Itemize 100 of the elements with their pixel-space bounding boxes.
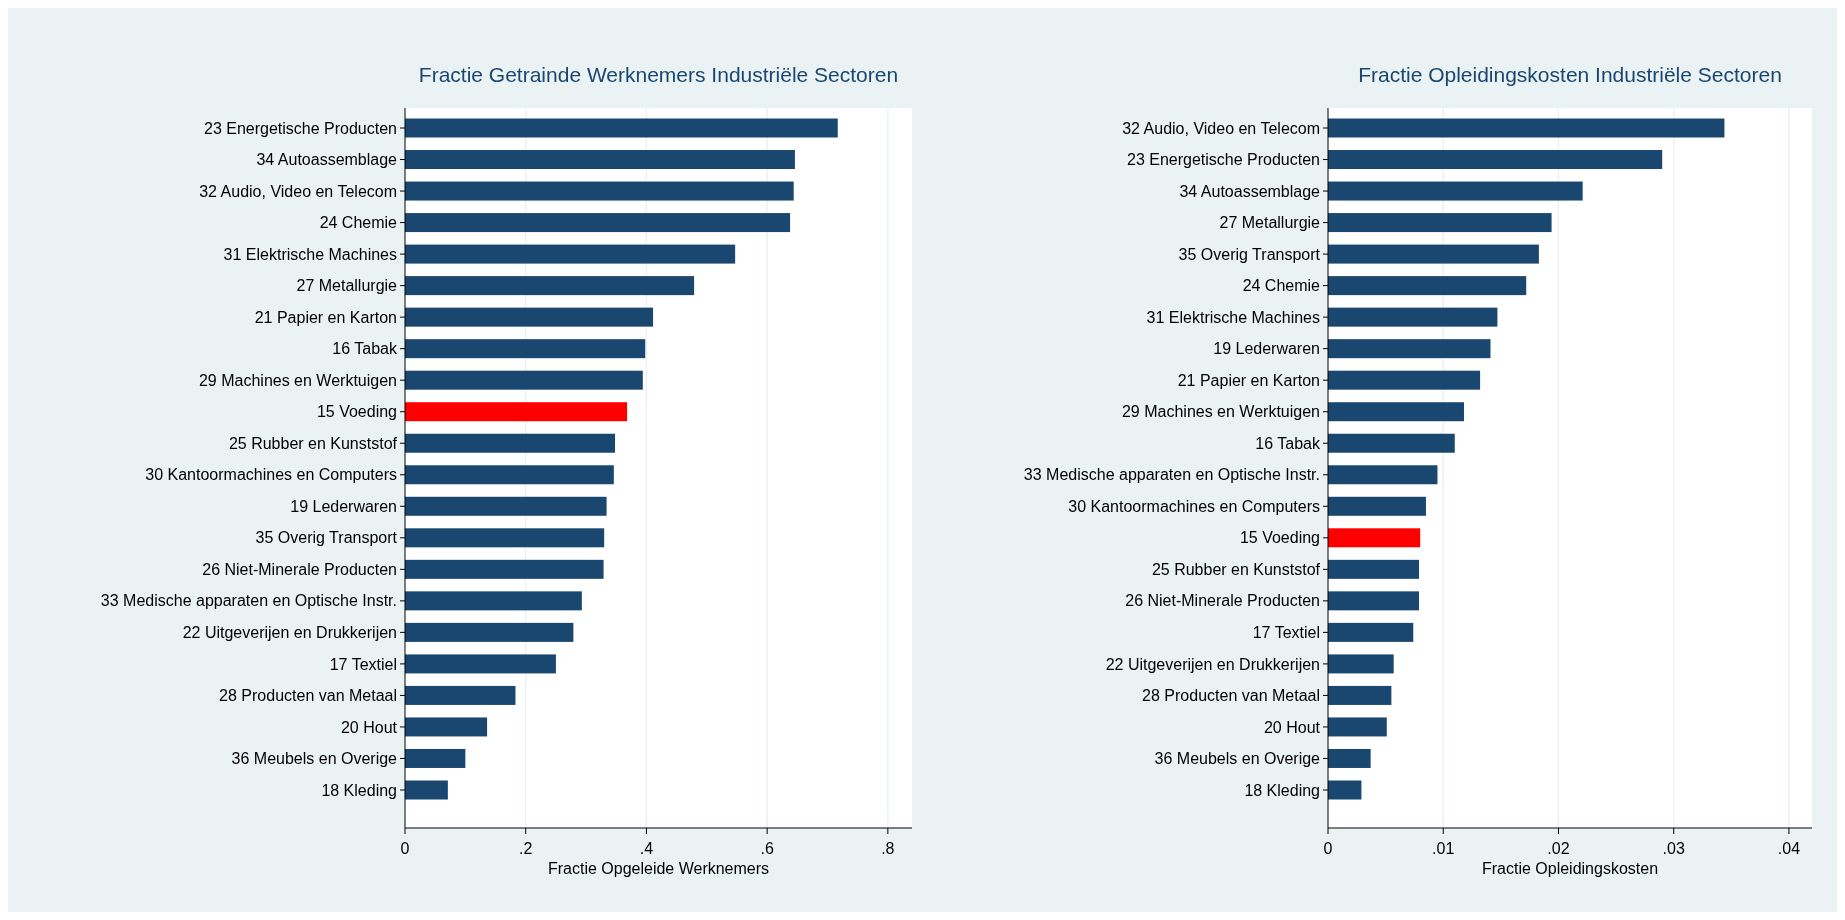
y-tick-label: 19 Lederwaren [1213,340,1320,358]
y-tick-label: 22 Uitgeverijen en Drukkerijen [1105,655,1320,673]
bar [405,276,695,296]
y-tick-label: 26 Niet-Minerale Producten [1125,592,1320,610]
bar [1328,559,1420,579]
y-tick-label: 35 Overig Transport [255,529,398,547]
x-tick-label: .02 [1547,840,1570,857]
bar [1328,780,1362,800]
bar [405,465,614,485]
bar [1328,118,1725,138]
bar [405,307,654,327]
y-tick-label: 24 Chemie [1242,277,1321,295]
bar [405,622,574,642]
y-tick-label: 21 Papier en Karton [1177,371,1320,389]
y-tick-label: 30 Kantoormachines en Computers [1068,497,1320,515]
x-tick-label: .04 [1777,840,1801,857]
bar [1328,717,1387,737]
x-tick-label: .8 [881,840,895,857]
y-tick-label: 36 Meubels en Overige [231,750,398,768]
bar [1328,307,1498,327]
bar [405,370,643,390]
bar [405,780,448,800]
y-tick-label: 31 Elektrische Machines [223,245,397,263]
bar [405,559,604,579]
x-tick-label: .6 [760,840,774,857]
bar [1328,339,1491,359]
x-tick-label: .4 [639,840,654,857]
y-tick-label: 29 Machines en Werktuigen [198,371,397,389]
bar [1328,181,1583,201]
y-tick-label: 31 Elektrische Machines [1146,308,1320,326]
chart-title: Fractie Opleidingskosten Industriële Sectoren [1358,63,1782,86]
y-tick-label: 20 Hout [340,718,398,736]
bar [405,654,556,674]
y-tick-label: 18 Kleding [1244,781,1320,799]
y-tick-label: 30 Kantoormachines en Computers [145,466,397,484]
y-tick-label: 34 Autoassemblage [256,151,398,169]
bar [405,748,466,768]
bar [1328,591,1420,611]
bar [1328,433,1455,453]
bar [405,496,607,516]
bar [405,118,838,138]
y-tick-label: 35 Overig Transport [1178,245,1321,263]
y-tick-label: 22 Uitgeverijen en Drukkerijen [182,623,397,641]
bar [1328,685,1392,705]
y-tick-label: 23 Energetische Producten [203,119,397,137]
bar [405,528,605,548]
y-tick-label: 28 Producten van Metaal [1142,687,1320,705]
bar [405,181,794,201]
bar [1328,748,1371,768]
bar [405,433,616,453]
x-axis-title: Fractie Opleidingskosten [1481,860,1659,877]
y-tick-label: 36 Meubels en Overige [1154,750,1321,768]
y-tick-label: 18 Kleding [321,781,397,799]
y-tick-label: 25 Rubber en Kunststof [228,434,398,452]
y-tick-label: 33 Medische apparaten en Optische Instr. [100,592,397,610]
y-tick-label: 21 Papier en Karton [254,308,397,326]
bar [405,402,628,422]
y-tick-label: 32 Audio, Video en Telecom [1122,119,1320,137]
chart-title: Fractie Getrainde Werknemers Industriële Sectoren [418,63,899,86]
bar [1328,622,1414,642]
bar [1328,370,1481,390]
x-tick-label: .03 [1662,840,1685,857]
bar [405,591,582,611]
x-tick-label: 0 [400,840,410,857]
bar [1328,465,1438,485]
bar [1328,213,1552,233]
bar [1328,276,1527,296]
bar [405,213,791,233]
y-tick-label: 26 Niet-Minerale Producten [202,560,397,578]
y-tick-label: 17 Textiel [329,655,397,673]
bar [1328,496,1426,516]
bar [1328,528,1421,548]
x-tick-label: .2 [519,840,533,857]
x-tick-label: .01 [1432,840,1455,857]
y-tick-label: 29 Machines en Werktuigen [1121,403,1320,421]
y-tick-label: 15 Voeding [1239,529,1320,547]
bar [405,339,646,359]
y-tick-label: 17 Textiel [1252,623,1320,641]
bar [1328,150,1663,170]
bar [1328,244,1539,264]
y-tick-label: 27 Metallurgie [296,277,398,295]
bar [405,717,488,737]
y-tick-label: 15 Voeding [316,403,397,421]
y-tick-label: 34 Autoassemblage [1179,182,1321,200]
x-axis-title: Fractie Opgeleide Werknemers [547,860,770,877]
bar [405,244,736,264]
y-tick-label: 19 Lederwaren [290,497,397,515]
y-tick-label: 24 Chemie [319,214,398,232]
bar [405,150,795,170]
bar [1328,654,1394,674]
y-tick-label: 25 Rubber en Kunststof [1151,560,1321,578]
y-tick-label: 20 Hout [1263,718,1321,736]
y-tick-label: 16 Tabak [332,340,398,358]
y-tick-label: 23 Energetische Producten [1126,151,1320,169]
y-tick-label: 27 Metallurgie [1219,214,1321,232]
y-tick-label: 16 Tabak [1255,434,1321,452]
y-tick-label: 32 Audio, Video en Telecom [199,182,397,200]
y-tick-label: 33 Medische apparaten en Optische Instr. [1023,466,1320,484]
bar [1328,402,1464,422]
y-tick-label: 28 Producten van Metaal [219,687,397,705]
